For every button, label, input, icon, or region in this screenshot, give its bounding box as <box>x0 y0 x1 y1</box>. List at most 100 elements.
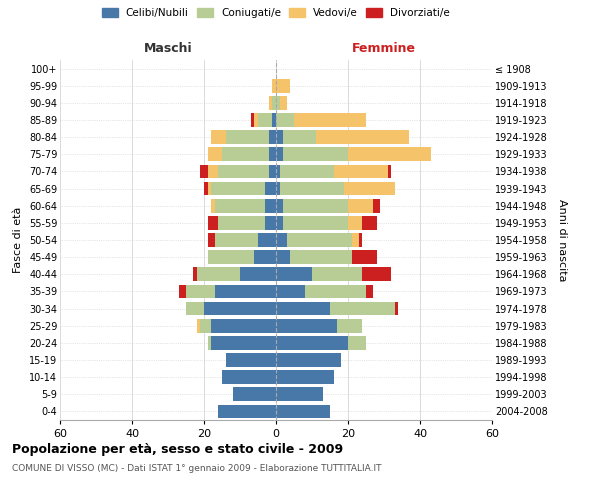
Bar <box>272 113 276 127</box>
Bar <box>193 268 197 281</box>
Bar <box>280 164 334 178</box>
Bar <box>276 148 283 161</box>
Bar <box>276 388 323 401</box>
Bar <box>330 302 395 316</box>
Bar <box>276 164 280 178</box>
Bar <box>362 268 391 281</box>
Bar <box>276 319 337 332</box>
Bar <box>269 96 272 110</box>
Bar <box>276 353 341 367</box>
Bar <box>208 182 211 196</box>
Bar <box>269 164 276 178</box>
Bar <box>208 148 222 161</box>
Bar <box>280 182 344 196</box>
Bar <box>197 319 200 332</box>
Bar <box>348 148 431 161</box>
Bar <box>226 130 269 144</box>
Bar <box>258 233 276 247</box>
Bar <box>200 319 211 332</box>
Y-axis label: Anni di nascita: Anni di nascita <box>557 198 567 281</box>
Bar <box>204 182 208 196</box>
Bar <box>359 233 362 247</box>
Bar <box>287 233 352 247</box>
Bar <box>186 284 215 298</box>
Bar <box>276 250 290 264</box>
Bar <box>305 284 366 298</box>
Bar <box>211 336 276 349</box>
Bar <box>276 336 348 349</box>
Bar <box>283 216 348 230</box>
Bar <box>179 284 186 298</box>
Bar <box>222 148 269 161</box>
Bar <box>276 302 330 316</box>
Bar <box>218 164 269 178</box>
Bar <box>344 182 395 196</box>
Bar <box>215 284 276 298</box>
Bar <box>276 182 280 196</box>
Text: Popolazione per età, sesso e stato civile - 2009: Popolazione per età, sesso e stato civil… <box>12 442 343 456</box>
Legend: Celibi/Nubili, Coniugati/e, Vedovi/e, Divorziati/e: Celibi/Nubili, Coniugati/e, Vedovi/e, Di… <box>102 8 450 18</box>
Bar <box>265 182 276 196</box>
Bar <box>258 113 272 127</box>
Bar <box>208 250 254 264</box>
Bar <box>283 130 316 144</box>
Bar <box>200 164 208 178</box>
Bar <box>312 268 362 281</box>
Bar <box>272 79 276 92</box>
Bar <box>211 130 226 144</box>
Bar <box>208 336 211 349</box>
Bar <box>283 199 348 212</box>
Bar <box>215 233 258 247</box>
Bar <box>208 233 215 247</box>
Bar <box>269 130 276 144</box>
Bar <box>280 96 287 110</box>
Bar <box>211 199 215 212</box>
Bar <box>211 182 265 196</box>
Bar <box>276 96 280 110</box>
Text: Maschi: Maschi <box>143 42 193 55</box>
Bar <box>348 199 373 212</box>
Y-axis label: Fasce di età: Fasce di età <box>13 207 23 273</box>
Bar <box>276 113 294 127</box>
Bar <box>269 148 276 161</box>
Bar <box>348 216 362 230</box>
Text: COMUNE DI VISSO (MC) - Dati ISTAT 1° gennaio 2009 - Elaborazione TUTTITALIA.IT: COMUNE DI VISSO (MC) - Dati ISTAT 1° gen… <box>12 464 382 473</box>
Bar <box>276 216 283 230</box>
Bar <box>352 250 377 264</box>
Bar <box>218 216 265 230</box>
Bar <box>316 130 409 144</box>
Bar <box>276 370 334 384</box>
Bar <box>272 96 276 110</box>
Bar <box>186 302 204 316</box>
Bar <box>222 370 276 384</box>
Text: Femmine: Femmine <box>352 42 416 55</box>
Bar <box>218 404 276 418</box>
Bar <box>276 79 290 92</box>
Bar <box>233 388 276 401</box>
Bar <box>388 164 391 178</box>
Bar <box>265 216 276 230</box>
Bar <box>254 113 258 127</box>
Bar <box>276 284 305 298</box>
Bar <box>362 216 377 230</box>
Bar <box>373 199 380 212</box>
Bar <box>251 113 254 127</box>
Bar <box>290 250 352 264</box>
Bar <box>197 268 240 281</box>
Bar <box>348 336 366 349</box>
Bar <box>215 199 265 212</box>
Bar <box>337 319 362 332</box>
Bar <box>208 216 218 230</box>
Bar <box>283 148 348 161</box>
Bar <box>211 319 276 332</box>
Bar <box>366 284 373 298</box>
Bar <box>265 199 276 212</box>
Bar <box>276 404 330 418</box>
Bar <box>352 233 359 247</box>
Bar <box>294 113 366 127</box>
Bar <box>395 302 398 316</box>
Bar <box>276 268 312 281</box>
Bar <box>226 353 276 367</box>
Bar <box>208 164 218 178</box>
Bar <box>254 250 276 264</box>
